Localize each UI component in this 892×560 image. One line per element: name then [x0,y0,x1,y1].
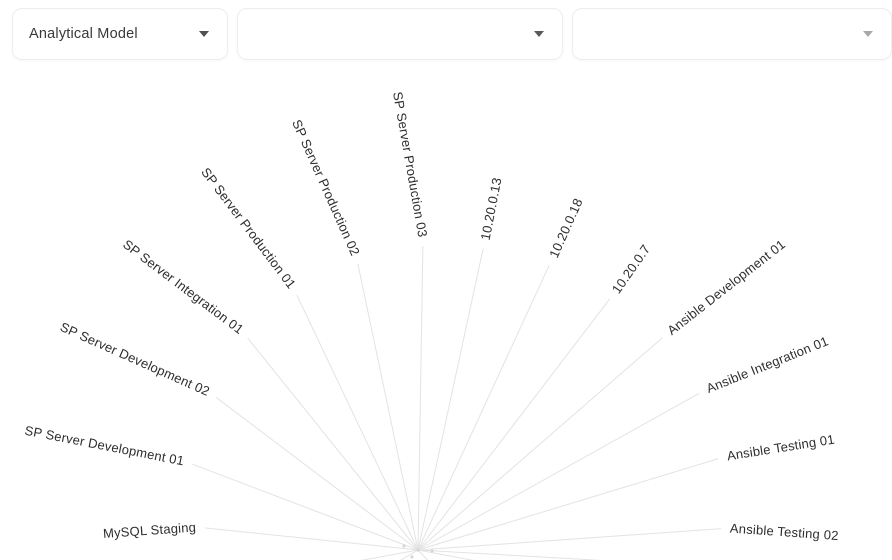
select-filter-3[interactable] [572,8,892,60]
hub-node-dot [416,548,420,552]
chevron-down-icon [863,31,873,37]
graph-edge [417,392,700,551]
node-label[interactable]: MySQL Staging [103,520,197,541]
node-label[interactable]: Ansible Integration 01 [704,333,830,396]
graph-edge [192,463,419,551]
node-label[interactable]: Ansible Development 01 [664,237,788,338]
node-label[interactable]: SP Server Production 03 [390,90,430,238]
hub-node-dot [410,555,414,559]
select-filter-2[interactable] [237,8,563,60]
hub-node-dot [430,549,434,553]
node-label[interactable]: SP Server Development 01 [23,423,185,469]
node-label[interactable]: 10.20.0.7 [609,242,653,296]
hub-node-dot [402,544,406,548]
graph-edge [400,549,419,560]
graph-edge [417,528,722,551]
filter-toolbar: Analytical Model [12,8,892,60]
node-label[interactable]: Ansible Testing 02 [729,521,839,544]
chevron-down-icon [534,31,544,37]
graph-edge [360,549,419,560]
node-label[interactable]: SP Server Development 02 [58,319,212,399]
graph-edge [357,263,419,551]
graph-edge [417,264,550,551]
graph-edge [417,549,604,560]
chevron-down-icon [199,31,209,37]
graph-edge [417,337,663,551]
graph-edge [204,527,419,551]
select-value: Analytical Model [29,26,138,42]
graph-edge [417,298,610,551]
graph-edge [417,245,424,551]
graph-edge [417,458,719,551]
node-label[interactable]: SP Server Integration 01 [120,237,246,337]
select-analytical-model[interactable]: Analytical Model [12,8,228,60]
node-label[interactable]: 10.20.0.18 [546,196,586,260]
graph-edge [417,549,429,560]
graph-edge [215,397,419,551]
graph-edge [417,248,484,551]
node-label[interactable]: SP Server Production 01 [198,165,299,292]
node-label[interactable]: Ansible Testing 01 [726,432,836,464]
graph-edge [247,337,419,551]
node-label[interactable]: 10.20.0.13 [478,176,505,241]
graph-edge [417,549,475,560]
node-label[interactable]: SP Server Production 02 [289,117,363,258]
graph-edge [296,294,419,551]
